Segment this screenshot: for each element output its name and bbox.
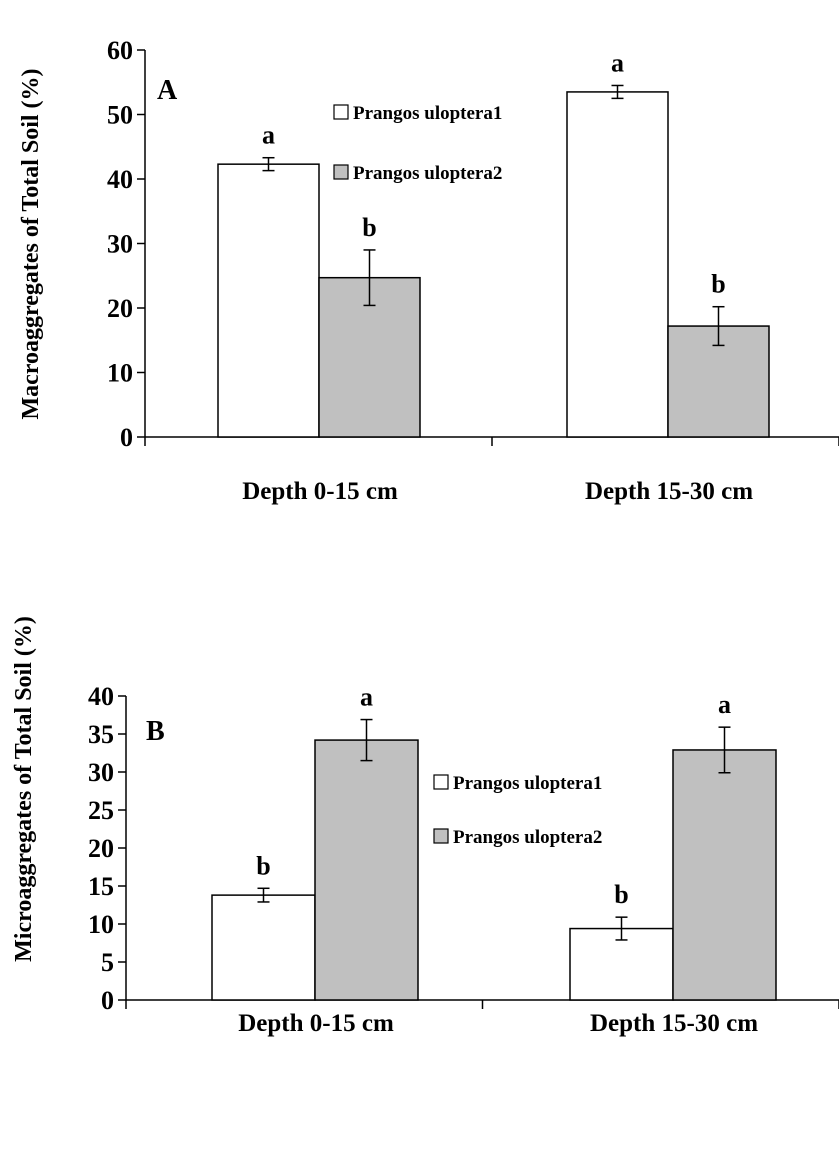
bar — [566, 91, 669, 438]
y-tick-label: 15 — [88, 872, 114, 901]
y-tick-label: 25 — [88, 796, 114, 825]
y-tick-label: 30 — [107, 230, 133, 259]
y-tick-label: 0 — [101, 986, 114, 1015]
significance-label: b — [711, 270, 725, 299]
y-axis-title: Macroaggregates of Total Soil (%) — [18, 68, 44, 419]
y-tick-label: 10 — [88, 910, 114, 939]
y-tick-label: 10 — [107, 359, 133, 388]
significance-label: a — [262, 121, 275, 150]
bar — [672, 749, 777, 1001]
y-tick-label: 20 — [107, 294, 133, 323]
y-tick-label: 30 — [88, 758, 114, 787]
bar — [211, 894, 316, 1001]
significance-label: a — [718, 690, 731, 719]
category-label: Depth 15-30 cm — [590, 1010, 758, 1037]
y-tick-label: 20 — [88, 834, 114, 863]
y-axis-title: Microaggregates of Total Soil (%) — [11, 616, 37, 962]
y-tick-label: 0 — [120, 423, 133, 452]
y-tick-label: 35 — [88, 720, 114, 749]
significance-label: b — [614, 880, 628, 909]
y-tick-label: 5 — [101, 948, 114, 977]
legend-swatch — [333, 104, 349, 120]
chart-microaggregates: 0 5 10 15 20 25 30 35 40 Depth 0-15 cm Depth 15-30… — [11, 616, 839, 1037]
y-tick-label: 40 — [88, 682, 114, 711]
significance-label: a — [611, 48, 624, 77]
legend-label: Prangos uloptera2 — [353, 163, 502, 184]
category-label: Depth 0-15 cm — [242, 478, 398, 505]
category-label: Depth 0-15 cm — [238, 1010, 394, 1037]
significance-label: b — [256, 851, 270, 880]
legend-label: Prangos uloptera1 — [353, 103, 502, 124]
legend-swatch — [433, 828, 449, 844]
legend-swatch — [333, 164, 349, 180]
category-label: Depth 15-30 cm — [585, 478, 753, 505]
legend-swatch — [433, 774, 449, 790]
y-tick-label: 40 — [107, 165, 133, 194]
significance-label: a — [360, 683, 373, 712]
chart-macroaggregates: 0 10 20 30 40 50 60 Depth 0-15 cm Depth 15-30 cm… — [18, 36, 839, 505]
bar — [314, 739, 419, 1001]
panel-label: B — [146, 716, 165, 747]
y-tick-label: 50 — [107, 101, 133, 130]
bar — [217, 163, 320, 438]
panel-label: A — [157, 75, 178, 106]
legend-label: Prangos uloptera2 — [453, 827, 602, 848]
y-tick-label: 60 — [107, 36, 133, 65]
significance-label: b — [362, 213, 376, 242]
legend-label: Prangos uloptera1 — [453, 773, 602, 794]
